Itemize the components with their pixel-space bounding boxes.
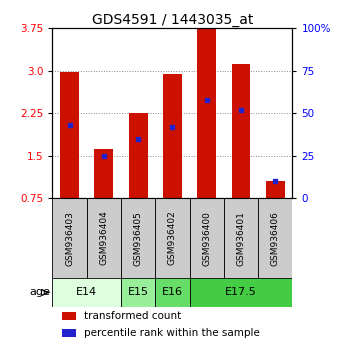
Bar — [60, 73, 79, 198]
Bar — [266, 181, 285, 198]
Bar — [258, 198, 292, 278]
Bar — [52, 278, 121, 307]
Bar — [224, 198, 258, 278]
Text: GSM936405: GSM936405 — [134, 211, 143, 266]
Bar — [155, 198, 190, 278]
Title: GDS4591 / 1443035_at: GDS4591 / 1443035_at — [92, 13, 253, 27]
Bar — [87, 198, 121, 278]
Bar — [121, 278, 155, 307]
Bar — [94, 149, 113, 198]
Bar — [155, 278, 190, 307]
Text: E16: E16 — [162, 287, 183, 297]
Text: GSM936403: GSM936403 — [65, 211, 74, 266]
Bar — [197, 28, 216, 198]
Bar — [121, 198, 155, 278]
Text: E14: E14 — [76, 287, 97, 297]
Text: GSM936406: GSM936406 — [271, 211, 280, 266]
Text: E17.5: E17.5 — [225, 287, 257, 297]
Text: GSM936401: GSM936401 — [237, 211, 245, 266]
Text: GSM936400: GSM936400 — [202, 211, 211, 266]
Bar — [190, 198, 224, 278]
Text: GSM936404: GSM936404 — [99, 211, 108, 266]
Bar — [232, 64, 250, 198]
Bar — [52, 198, 87, 278]
Text: percentile rank within the sample: percentile rank within the sample — [83, 328, 260, 338]
Bar — [190, 278, 292, 307]
Bar — [129, 113, 147, 198]
Text: E15: E15 — [128, 287, 149, 297]
Text: age: age — [30, 287, 51, 297]
Bar — [163, 74, 182, 198]
Text: transformed count: transformed count — [83, 311, 181, 321]
Text: GSM936402: GSM936402 — [168, 211, 177, 266]
Bar — [62, 312, 76, 320]
Bar — [62, 329, 76, 337]
